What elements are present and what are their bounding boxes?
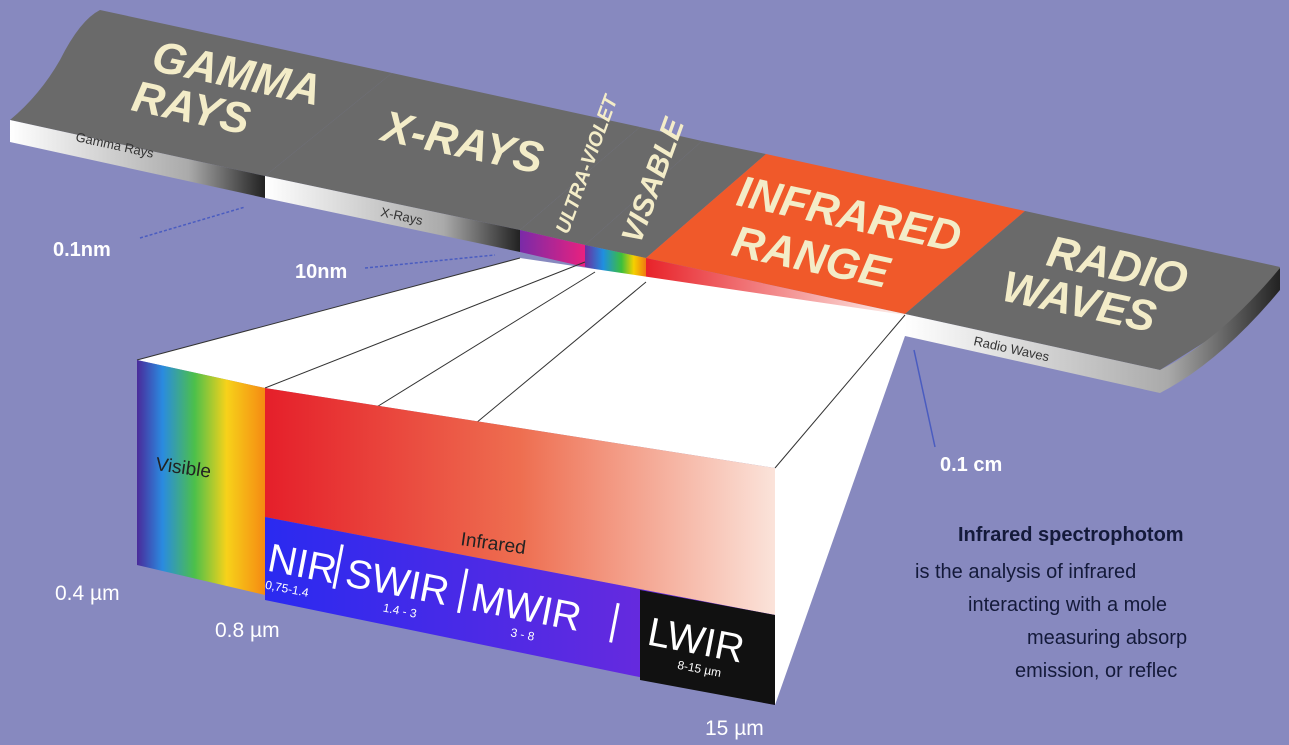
marker-label: 0.4 µm <box>55 582 120 605</box>
zoom-box: Visible Infrared NIR 0,75-1.4 SWIR 1.4 -… <box>136 257 906 705</box>
markers: 0.1nm 10nm 0.1 cm 0.4 µm 0.8 µm 15 µm <box>53 206 1002 740</box>
note-line: is the analysis of infrared <box>915 561 1136 583</box>
marker-label: 10nm <box>295 261 347 283</box>
note-line: interacting with a mole <box>968 594 1167 616</box>
marker-label: 0.1 cm <box>940 454 1002 476</box>
marker-label: 0.8 µm <box>215 619 280 642</box>
note: Infrared spectrophotom is the analysis o… <box>915 524 1187 682</box>
subband-range: 1.4 - 3 <box>382 601 418 621</box>
note-line: emission, or reflec <box>1015 660 1177 682</box>
note-title: Infrared spectrophotom <box>958 524 1184 546</box>
marker-label: 15 µm <box>705 717 764 740</box>
note-line: measuring absorp <box>1027 627 1187 649</box>
subband-range: 3 - 8 <box>509 625 536 643</box>
marker-label: 0.1nm <box>53 239 111 261</box>
